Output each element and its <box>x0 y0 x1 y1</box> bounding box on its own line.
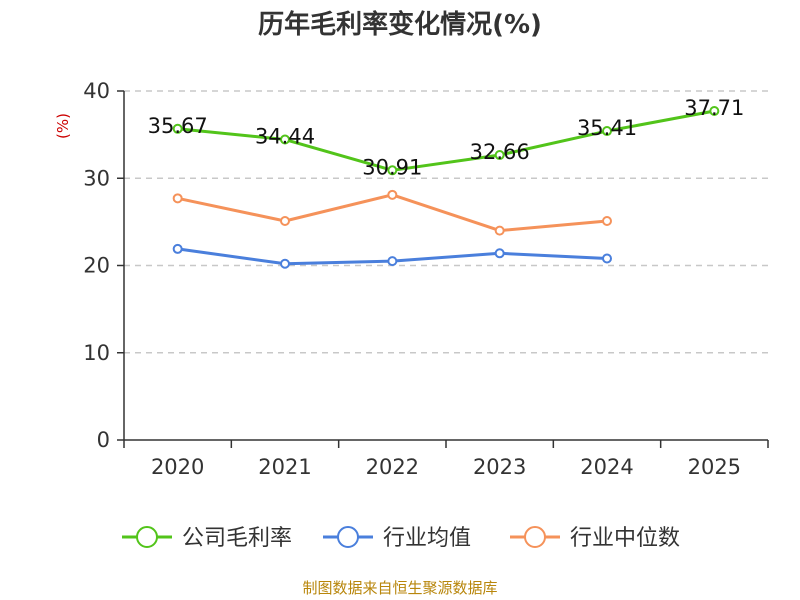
x-tick-label-2022: 2022 <box>366 455 419 479</box>
series-layer: 35.67 34.44 30.91 32.66 35.41 37.71 <box>148 96 745 269</box>
data-point-2-2020 <box>172 193 183 204</box>
legend-item-1: 行业均值 <box>323 526 471 551</box>
legend-marker <box>524 526 546 548</box>
data-point-1-2021 <box>280 258 290 269</box>
legend-label: 公司毛利率 <box>182 526 292 551</box>
legend-marker <box>136 526 158 548</box>
chart-title: 历年毛利率变化情况(%) <box>258 9 542 40</box>
data-point-2-2023 <box>494 225 505 236</box>
data-label-2020: 35.67 <box>148 114 208 138</box>
data-label-2021: 34.44 <box>255 125 315 149</box>
series-2 <box>172 189 612 236</box>
x-tick-label-2021: 2021 <box>258 455 311 479</box>
x-tick-label-2020: 2020 <box>151 455 204 479</box>
data-point-1-2023 <box>494 248 505 259</box>
series-line-0 <box>177 109 715 172</box>
legend-label: 行业均值 <box>383 526 471 551</box>
data-point-2-2021 <box>280 216 290 227</box>
series-1 <box>172 243 612 269</box>
x-tick-label-2024: 2024 <box>580 455 633 479</box>
data-point-1-2024 <box>602 253 612 264</box>
y-tick-label: 40 <box>83 79 110 103</box>
gridlines <box>124 90 768 354</box>
y-axis-label: (%) <box>54 113 72 139</box>
y-tick-label: 0 <box>97 428 110 452</box>
data-point-2-2024 <box>602 216 612 227</box>
data-point-0-2023 <box>494 150 505 161</box>
series-0: 35.67 34.44 30.91 32.66 35.41 37.71 <box>148 96 745 179</box>
data-point-0-2024 <box>602 126 612 137</box>
source-note: 制图数据来自恒生聚源数据库 <box>302 579 497 597</box>
data-point-0-2021 <box>280 134 290 145</box>
data-label-2023: 32.66 <box>470 140 530 164</box>
legend-item-0: 公司毛利率 <box>122 526 292 551</box>
y-tick-label: 10 <box>83 341 110 365</box>
legend: 公司毛利率 行业均值 行业中位数 <box>122 526 680 551</box>
data-point-1-2020 <box>172 243 183 254</box>
data-point-2-2022 <box>387 189 398 200</box>
data-point-0-2020 <box>172 123 183 134</box>
axes: 0 10 20 30 40 2020 2021 2022 2023 2024 2025 <box>83 79 769 479</box>
y-tick-label: 30 <box>83 166 110 190</box>
legend-marker <box>337 526 359 548</box>
data-label-2022: 30.91 <box>362 155 422 179</box>
y-tick-label: 20 <box>83 254 110 278</box>
x-tick-label-2023: 2023 <box>473 455 526 479</box>
data-point-1-2022 <box>387 256 398 267</box>
series-line-2 <box>177 193 608 233</box>
data-point-0-2025 <box>709 105 720 116</box>
data-label-2025: 37.71 <box>684 96 744 120</box>
data-label-2024: 35.41 <box>577 116 637 140</box>
x-tick-label-2025: 2025 <box>688 455 741 479</box>
legend-item-2: 行业中位数 <box>510 526 680 551</box>
legend-label: 行业中位数 <box>570 526 680 551</box>
data-point-0-2022 <box>387 165 398 176</box>
